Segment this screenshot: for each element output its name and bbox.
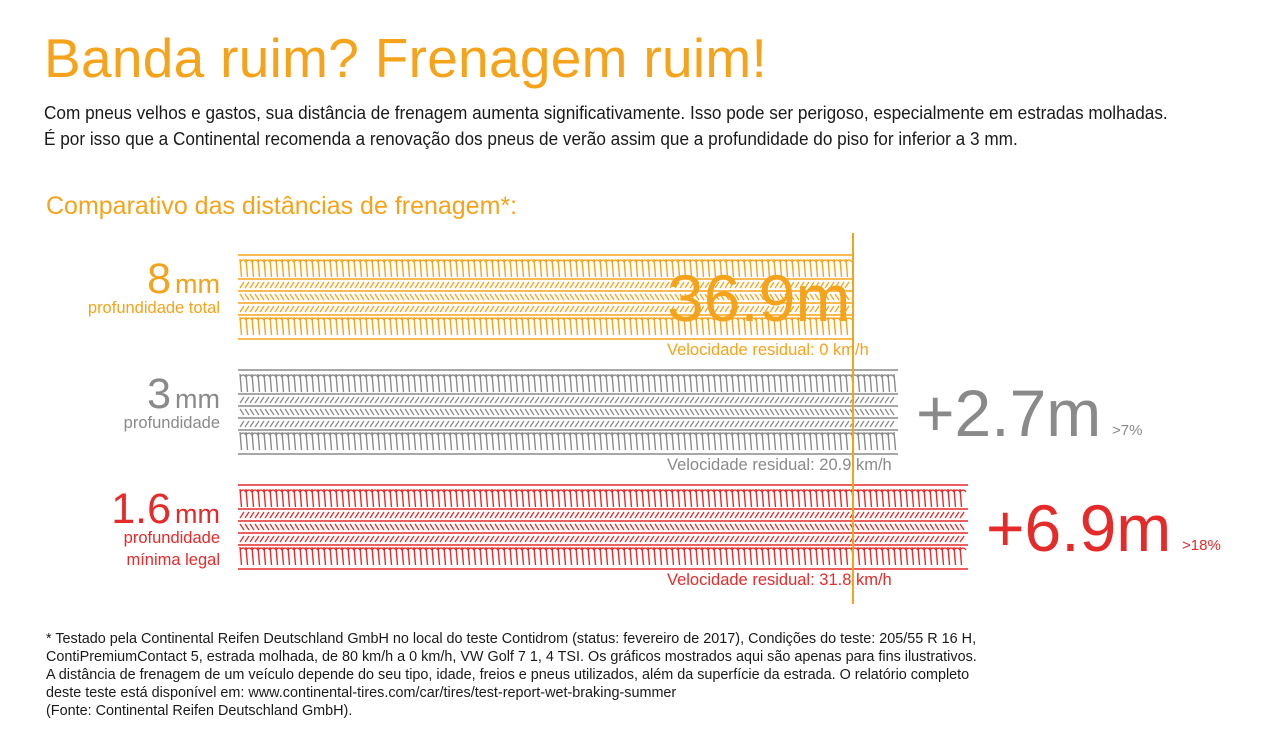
tread-caps <box>239 547 967 551</box>
intro-line: É por isso que a Continental recomenda a… <box>44 129 1018 149</box>
tread-grooves <box>239 305 850 313</box>
footnote-line: A distância de frenagem de um veículo de… <box>46 667 970 683</box>
tread-blocks <box>239 546 963 566</box>
residual-speed-label: Velocidade residual: 0 km/h <box>667 341 869 359</box>
page-title: Banda ruim? Frenagem ruim! <box>44 27 768 89</box>
intro-line: Com pneus velhos e gastos, sua distância… <box>44 103 1168 123</box>
depth-unit: mm <box>175 384 220 414</box>
depth-unit: mm <box>175 499 220 529</box>
intro-text: Com pneus velhos e gastos, sua distância… <box>44 100 1168 152</box>
tire-tread-bar-2 <box>238 369 898 455</box>
depth-value: 1.6 <box>111 485 172 533</box>
tread-blocks <box>239 258 849 278</box>
tread-blocks <box>239 316 849 336</box>
tread-blocks <box>239 488 963 508</box>
tread-grooves <box>239 523 965 531</box>
tread-caps <box>239 317 853 321</box>
chart-title: Comparativo das distâncias de frenagem*: <box>46 192 518 220</box>
tire-tread-bar-3 <box>238 484 968 570</box>
tread-grooves <box>239 420 895 428</box>
tread-grooves <box>239 408 895 416</box>
percent-label: >7% <box>1112 422 1143 439</box>
distance-value-label: +2.7m <box>916 376 1102 450</box>
depth-unit: mm <box>175 269 220 299</box>
footnote-line: ContiPremiumContact 5, estrada molhada, … <box>46 649 977 665</box>
depth-label-2: 3 mm <box>147 372 220 416</box>
depth-caption: mínima legal <box>126 551 220 569</box>
tread-grooves <box>239 511 965 519</box>
depth-value: 3 <box>147 370 172 418</box>
distance-value-label: +6.9m <box>986 491 1172 565</box>
tread-caps <box>239 374 895 378</box>
footnote-line: (Fonte: Continental Reifen Deutschland G… <box>46 703 353 719</box>
tread-caps <box>239 489 967 493</box>
footnote: * Testado pela Continental Reifen Deutsc… <box>46 630 977 720</box>
footnote-line: * Testado pela Continental Reifen Deutsc… <box>46 631 977 647</box>
footnote-line: deste teste está disponível em: www.cont… <box>46 685 677 701</box>
tread-grooves <box>239 293 850 301</box>
depth-caption: profundidade <box>123 529 220 547</box>
residual-speed-label: Velocidade residual: 20.9 km/h <box>667 456 892 474</box>
tread-caps <box>239 432 895 436</box>
distance-value-label: 36.9m <box>667 261 851 335</box>
tread-grooves <box>239 535 965 543</box>
depth-caption: profundidade total <box>87 299 220 317</box>
tread-caps <box>239 259 853 263</box>
tread-grooves <box>239 396 895 404</box>
residual-speed-label: Velocidade residual: 31.8 km/h <box>667 571 892 589</box>
tire-tread-bar-1 <box>238 254 853 340</box>
tread-grooves <box>239 281 850 289</box>
tread-blocks <box>239 431 897 451</box>
depth-value: 8 <box>147 255 172 303</box>
depth-caption: profundidade <box>123 414 220 432</box>
depth-label-1: 8 mm <box>147 257 220 301</box>
tread-blocks <box>239 373 897 393</box>
percent-label: >18% <box>1182 537 1221 554</box>
depth-label-3: 1.6 mm <box>111 487 220 531</box>
